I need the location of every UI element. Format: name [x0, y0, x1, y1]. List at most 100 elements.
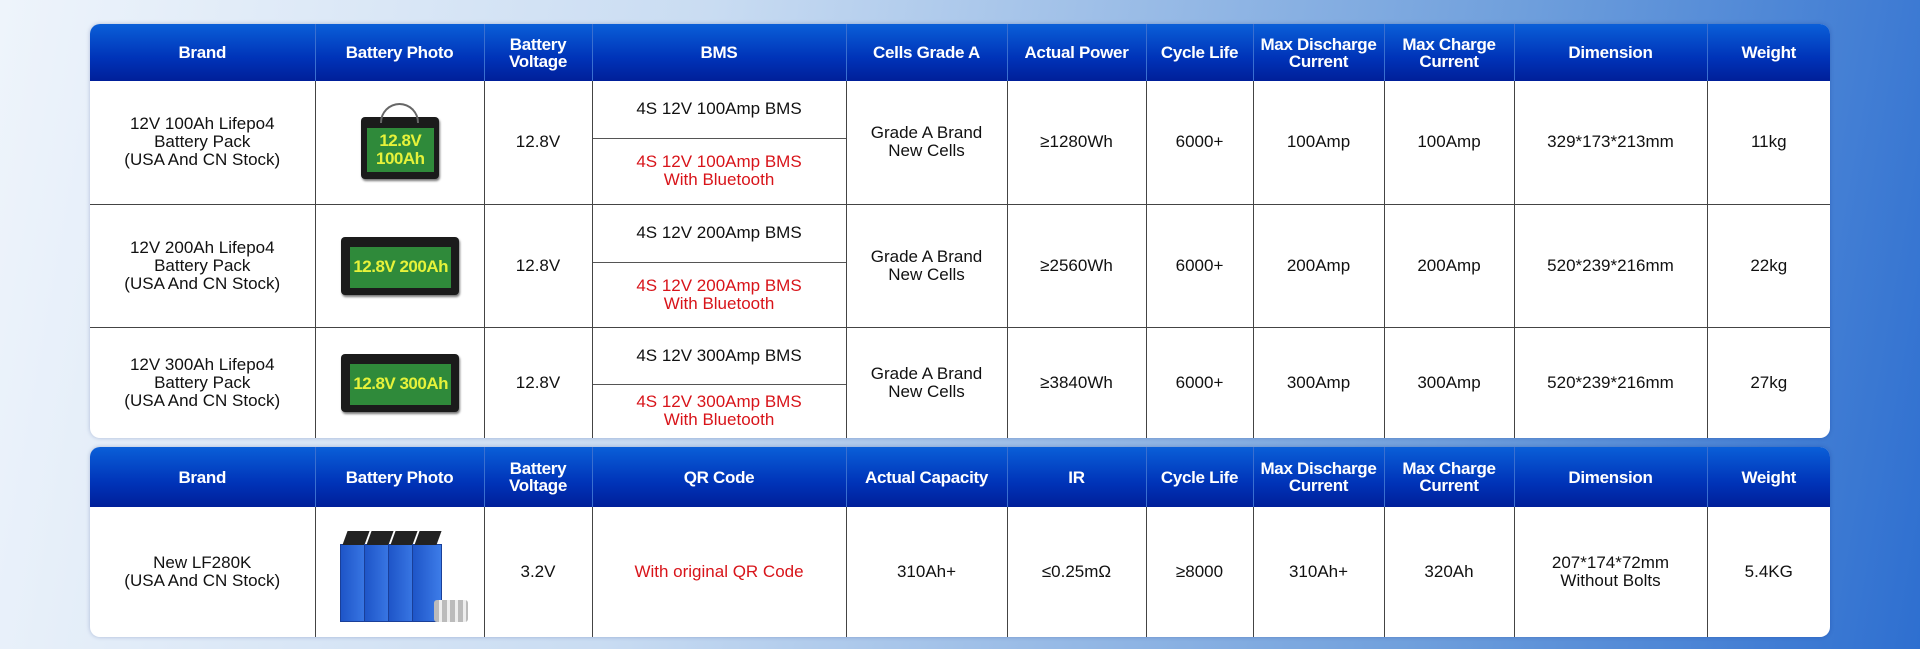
column-header: Max Discharge Current: [1252, 24, 1384, 81]
table-row: 12V 300Ah Lifepo4 Battery Pack (USA And CN…: [90, 326, 1830, 438]
text-line: 12V 300Ah Lifepo4: [129, 354, 275, 374]
ir-cell: ≤0.25mΩ: [1006, 507, 1146, 637]
column-header: Actual Capacity: [845, 447, 1007, 507]
cells-grade-cell: Grade A Brand New Cells: [845, 81, 1007, 204]
weight-cell: 5.4KG: [1706, 507, 1830, 637]
table-row: 12V 100Ah Lifepo4 Battery Pack (USA And CN…: [90, 81, 1830, 204]
discharge-cell: 100Amp: [1252, 81, 1384, 204]
bms-bluetooth-cell: 4S 12V 300Amp BMS With Bluetooth: [591, 383, 846, 438]
text-line: Battery Pack: [154, 132, 251, 152]
voltage-cell: 12.8V: [483, 81, 592, 204]
text-line: With Bluetooth: [663, 410, 775, 430]
cycle-cell: 6000+: [1145, 203, 1253, 327]
brand-cell: 12V 100Ah Lifepo4 Battery Pack (USA And CN…: [90, 81, 315, 204]
column-header: Weight: [1706, 24, 1830, 81]
text-line: 4S 12V 200Amp BMS: [636, 275, 802, 295]
column-header: Weight: [1706, 447, 1830, 507]
capacity-cell: 310Ah+: [845, 507, 1007, 637]
column-header: Cycle Life: [1145, 447, 1253, 507]
battery-spec-table: Brand Battery Photo Battery Voltage BMS Cell…: [90, 24, 1830, 438]
cells-grade-cell: Grade A Brand New Cells: [845, 326, 1007, 438]
dimension-cell: 207*174*72mm Without Bolts: [1513, 507, 1707, 637]
weight-cell: 27kg: [1706, 326, 1830, 438]
cell-spec-table: Brand Battery Photo Battery Voltage QR Code…: [90, 447, 1830, 637]
bms-cell: 4S 12V 300Amp BMS: [591, 326, 846, 384]
text-line: 4S 12V 100Amp BMS: [636, 152, 802, 171]
cycle-cell: 6000+: [1145, 326, 1253, 438]
text-line: Without Bolts: [1560, 571, 1661, 590]
table-subrow: 4S 12V 200Amp BMS With Bluetooth: [90, 261, 1830, 327]
text-line: 4S 12V 300Amp BMS: [636, 392, 802, 412]
cycle-cell: 6000+: [1145, 81, 1253, 204]
text-line: (USA And CN Stock): [124, 273, 281, 293]
table-row: 12V 200Ah Lifepo4 Battery Pack (USA And CN…: [90, 203, 1830, 327]
text-line: Grade A Brand: [870, 123, 983, 143]
battery-photo: 12.8V 200Ah: [314, 203, 484, 327]
bms-bluetooth-cell: 4S 12V 200Amp BMS With Bluetooth: [591, 261, 846, 327]
column-header: Brand: [90, 447, 315, 507]
charge-cell: 300Amp: [1383, 326, 1514, 438]
text-line: Battery Pack: [154, 372, 251, 392]
table-subrow: 4S 12V 100Amp BMS With Bluetooth: [90, 137, 1830, 204]
power-cell: ≥2560Wh: [1006, 203, 1146, 327]
text-line: With Bluetooth: [663, 293, 775, 313]
column-header: QR Code: [591, 447, 846, 507]
power-cell: ≥3840Wh: [1006, 326, 1146, 438]
voltage-cell: 12.8V: [483, 326, 592, 438]
text-line: (USA And CN Stock): [124, 390, 281, 410]
column-header: Battery Voltage: [483, 447, 592, 507]
column-header: Max Charge Current: [1383, 24, 1514, 81]
dimension-cell: 520*239*216mm: [1513, 203, 1707, 327]
text-line: Battery Pack: [154, 255, 251, 275]
power-cell: ≥1280Wh: [1006, 81, 1146, 204]
weight-cell: 22kg: [1706, 203, 1830, 327]
brand-cell: New LF280K (USA And CN Stock): [90, 507, 315, 637]
voltage-cell: 12.8V: [483, 203, 592, 327]
battery-label: 12.8V 100Ah: [366, 128, 434, 172]
bms-cell: 4S 12V 200Amp BMS: [591, 203, 846, 262]
text-line: New Cells: [888, 381, 965, 401]
text-line: New LF280K: [153, 553, 252, 572]
text-line: New Cells: [888, 141, 965, 161]
column-header: Battery Photo: [314, 24, 484, 81]
voltage-cell: 3.2V: [483, 507, 592, 637]
text-line: With Bluetooth: [663, 170, 775, 189]
qr-code-cell: With original QR Code: [591, 507, 846, 637]
table-header: Brand Battery Photo Battery Voltage BMS Cell…: [90, 24, 1830, 81]
dimension-cell: 520*239*216mm: [1513, 326, 1707, 438]
text-line: 207*174*72mm: [1551, 553, 1670, 572]
column-header: BMS: [591, 24, 846, 81]
battery-label: 12.8V 300Ah: [349, 364, 452, 405]
weight-cell: 11kg: [1706, 81, 1830, 204]
brand-cell: 12V 200Ah Lifepo4 Battery Pack (USA And CN…: [90, 203, 315, 327]
battery-photo: [314, 507, 484, 637]
column-header: Brand: [90, 24, 315, 81]
column-header: Cycle Life: [1145, 24, 1253, 81]
column-header: Battery Voltage: [483, 24, 592, 81]
battery-photo: 12.8V 300Ah: [314, 326, 484, 438]
table-header: Brand Battery Photo Battery Voltage QR Code…: [90, 447, 1830, 507]
discharge-cell: 300Amp: [1252, 326, 1384, 438]
text-line: (USA And CN Stock): [124, 571, 281, 590]
text-line: 12V 100Ah Lifepo4: [129, 114, 275, 134]
cycle-cell: ≥8000: [1145, 507, 1253, 637]
battery-photo: 12.8V 100Ah: [314, 81, 484, 204]
text-line: Grade A Brand: [870, 363, 983, 383]
charge-cell: 200Amp: [1383, 203, 1514, 327]
dimension-cell: 329*173*213mm: [1513, 81, 1707, 204]
discharge-cell: 200Amp: [1252, 203, 1384, 327]
charge-cell: 320Ah: [1383, 507, 1514, 637]
cells-grade-cell: Grade A Brand New Cells: [845, 203, 1007, 327]
bms-cell: 4S 12V 100Amp BMS: [591, 81, 846, 138]
column-header: Actual Power: [1006, 24, 1146, 81]
column-header: IR: [1006, 447, 1146, 507]
column-header: Max Charge Current: [1383, 447, 1514, 507]
text-line: Grade A Brand: [870, 246, 983, 266]
column-header: Cells Grade A: [845, 24, 1007, 81]
column-header: Dimension: [1513, 24, 1707, 81]
column-header: Max Discharge Current: [1252, 447, 1384, 507]
column-header: Battery Photo: [314, 447, 484, 507]
column-header: Dimension: [1513, 447, 1707, 507]
brand-cell: 12V 300Ah Lifepo4 Battery Pack (USA And CN…: [90, 326, 315, 438]
charge-cell: 100Amp: [1383, 81, 1514, 204]
